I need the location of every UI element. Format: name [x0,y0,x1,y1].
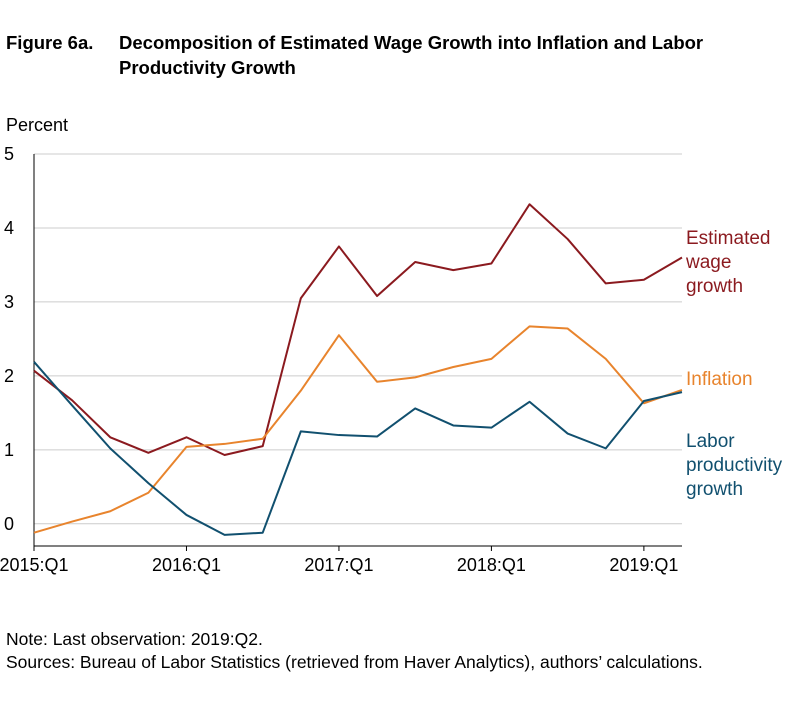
x-tick-label: 2019:Q1 [609,555,678,575]
y-axis-unit-label: Percent [6,115,69,135]
y-tick-label: 4 [4,218,14,238]
x-tick-label: 2016:Q1 [152,555,221,575]
figure-notes: Note: Last observation: 2019:Q2. Sources… [6,628,786,674]
x-tick-label: 2018:Q1 [457,555,526,575]
series-label-wage: Estimated [686,228,770,249]
y-tick-label: 2 [4,366,14,386]
series-label-productivity: Labor [686,431,735,452]
x-tick-label: 2017:Q1 [304,555,373,575]
note-text: Note: Last observation: 2019:Q2. [6,629,263,649]
figure-title-text: Decomposition of Estimated Wage Growth i… [119,32,704,78]
series-label-productivity: productivity [686,455,783,476]
series-line-wage [33,203,683,457]
figure-title: Figure 6a. Decomposition of Estimated Wa… [6,30,759,80]
x-tick-label: 2015:Q1 [0,555,69,575]
series-label-inflation: Inflation [686,369,753,390]
series-label-wage: growth [686,276,743,297]
series-line-inflation [33,325,683,534]
y-tick-label: 5 [4,144,14,164]
series-label-wage: wage [685,252,731,273]
y-tick-label: 0 [4,514,14,534]
line-chart: 0 1 2 3 4 5 2015:Q1 2016:Q1 2017:Q1 2018:Q1 2019:Q… [0,144,783,575]
series-line-productivity [33,361,683,536]
sources-text: Sources: Bureau of Labor Statistics (ret… [6,652,703,672]
series-label-productivity: growth [686,479,743,500]
y-tick-label: 3 [4,292,14,312]
figure-number: Figure 6a. [6,32,94,53]
y-tick-label: 1 [4,440,14,460]
